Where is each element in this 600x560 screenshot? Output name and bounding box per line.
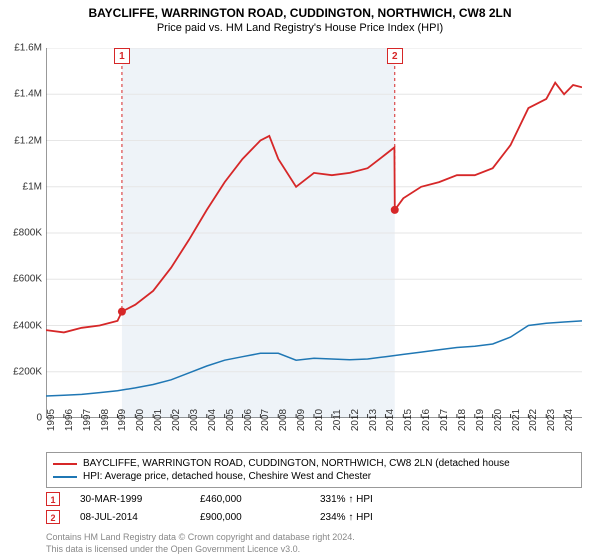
event-marker-box: 2 <box>387 48 403 64</box>
legend-label: BAYCLIFFE, WARRINGTON ROAD, CUDDINGTON, … <box>83 458 510 469</box>
x-tick-label: 2018 <box>457 409 468 431</box>
y-tick-label: £200K <box>13 366 42 377</box>
transactions-table: 1 30-MAR-1999 £460,000 331% ↑ HPI 2 08-J… <box>46 490 582 526</box>
x-tick-label: 2021 <box>511 409 522 431</box>
x-tick-label: 1999 <box>117 409 128 431</box>
transaction-price: £460,000 <box>200 494 300 505</box>
copyright: Contains HM Land Registry data © Crown c… <box>46 532 355 555</box>
transaction-marker: 1 <box>46 492 60 506</box>
chart-area: 0£200K£400K£600K£800K£1M£1.2M£1.4M£1.6M1… <box>46 48 582 418</box>
y-tick-label: £400K <box>13 320 42 331</box>
y-tick-label: £1.4M <box>14 89 42 100</box>
transaction-row: 1 30-MAR-1999 £460,000 331% ↑ HPI <box>46 490 582 508</box>
legend-swatch <box>53 476 77 478</box>
x-tick-label: 2003 <box>189 409 200 431</box>
transaction-price: £900,000 <box>200 512 300 523</box>
y-tick-label: £1.6M <box>14 43 42 54</box>
x-tick-label: 1996 <box>64 409 75 431</box>
legend-item-property: BAYCLIFFE, WARRINGTON ROAD, CUDDINGTON, … <box>53 457 575 470</box>
legend-item-hpi: HPI: Average price, detached house, Ches… <box>53 470 575 483</box>
x-tick-label: 2004 <box>207 409 218 431</box>
x-tick-label: 2006 <box>243 409 254 431</box>
copyright-line: Contains HM Land Registry data © Crown c… <box>46 532 355 544</box>
x-tick-label: 2002 <box>171 409 182 431</box>
chart-subtitle: Price paid vs. HM Land Registry's House … <box>0 20 600 40</box>
y-tick-label: £1.2M <box>14 135 42 146</box>
x-tick-label: 2000 <box>135 409 146 431</box>
x-tick-label: 1998 <box>100 409 111 431</box>
x-tick-label: 2010 <box>314 409 325 431</box>
x-tick-label: 2022 <box>528 409 539 431</box>
x-tick-label: 1997 <box>82 409 93 431</box>
legend-swatch <box>53 463 77 465</box>
x-tick-label: 2020 <box>493 409 504 431</box>
x-tick-label: 2024 <box>564 409 575 431</box>
x-tick-label: 2005 <box>225 409 236 431</box>
legend-label: HPI: Average price, detached house, Ches… <box>83 471 371 482</box>
chart-svg <box>46 48 582 418</box>
x-tick-label: 2023 <box>546 409 557 431</box>
x-tick-label: 2008 <box>278 409 289 431</box>
chart-title: BAYCLIFFE, WARRINGTON ROAD, CUDDINGTON, … <box>0 0 600 20</box>
x-tick-label: 1995 <box>46 409 57 431</box>
transaction-date: 08-JUL-2014 <box>80 512 180 523</box>
x-tick-label: 2012 <box>350 409 361 431</box>
transaction-pct: 234% ↑ HPI <box>320 512 420 523</box>
x-tick-label: 2015 <box>403 409 414 431</box>
x-tick-label: 2013 <box>368 409 379 431</box>
y-tick-label: £600K <box>13 274 42 285</box>
x-tick-label: 2009 <box>296 409 307 431</box>
y-tick-label: 0 <box>36 413 42 424</box>
x-tick-label: 2011 <box>332 409 343 431</box>
y-tick-label: £800K <box>13 228 42 239</box>
event-marker-box: 1 <box>114 48 130 64</box>
legend: BAYCLIFFE, WARRINGTON ROAD, CUDDINGTON, … <box>46 452 582 488</box>
x-tick-label: 2007 <box>260 409 271 431</box>
x-tick-label: 2016 <box>421 409 432 431</box>
x-tick-label: 2014 <box>385 409 396 431</box>
x-tick-label: 2001 <box>153 409 164 431</box>
x-tick-label: 2019 <box>475 409 486 431</box>
x-tick-label: 2017 <box>439 409 450 431</box>
transaction-row: 2 08-JUL-2014 £900,000 234% ↑ HPI <box>46 508 582 526</box>
transaction-marker: 2 <box>46 510 60 524</box>
copyright-line: This data is licensed under the Open Gov… <box>46 544 355 556</box>
transaction-date: 30-MAR-1999 <box>80 494 180 505</box>
y-tick-label: £1M <box>23 181 42 192</box>
transaction-pct: 331% ↑ HPI <box>320 494 420 505</box>
